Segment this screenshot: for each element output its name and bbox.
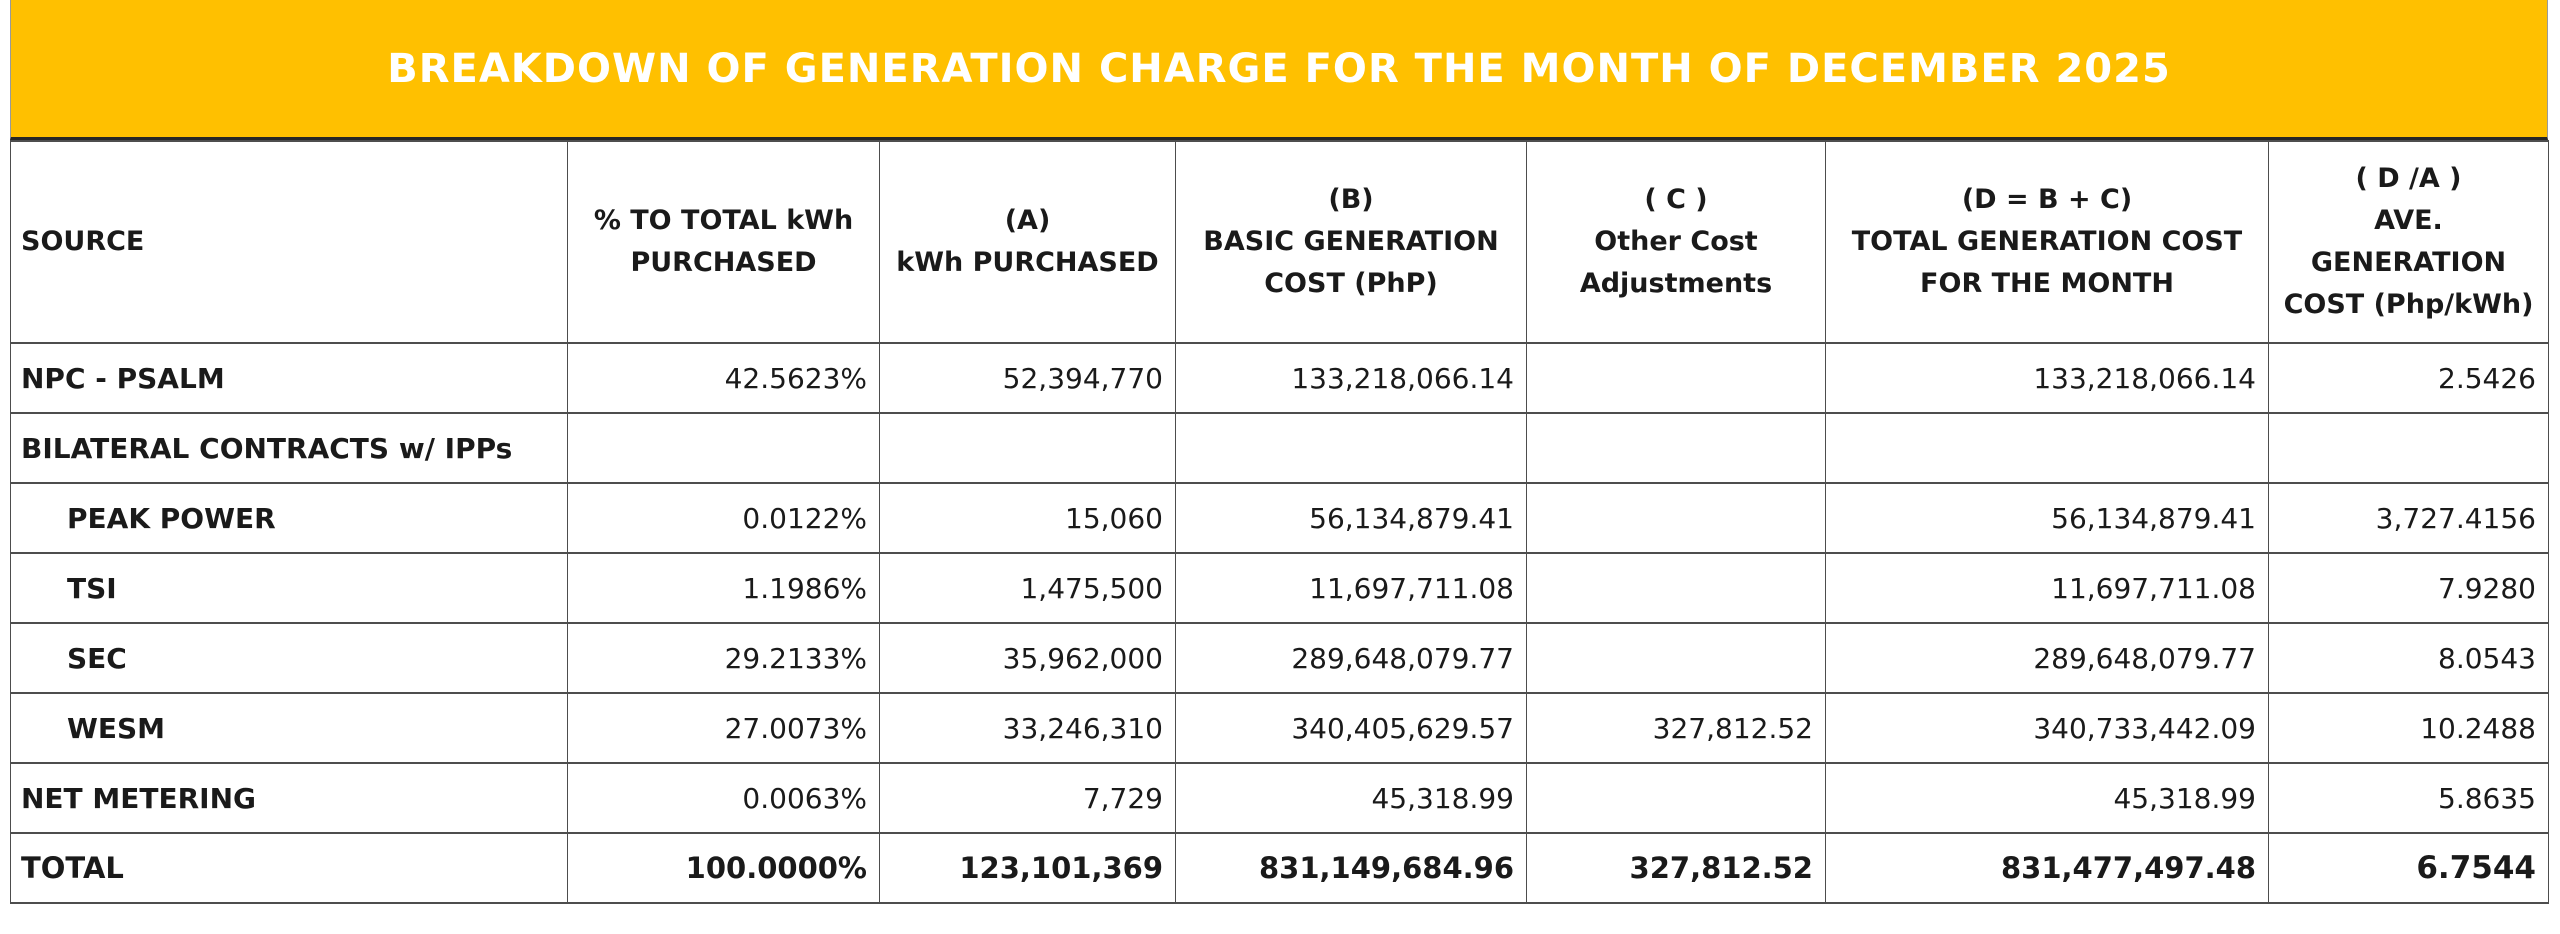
cell-other: 327,812.52 bbox=[1526, 832, 1826, 904]
cell-pct bbox=[567, 412, 880, 484]
col-header-basic-generation-cost: (B) BASIC GENERATION COST (PhP) bbox=[1175, 140, 1527, 344]
cell-basic: 340,405,629.57 bbox=[1175, 692, 1527, 764]
breakdown-table: SOURCE % TO TOTAL kWh PURCHASED (A) kWh … bbox=[10, 140, 2549, 904]
cell-kwh: 123,101,369 bbox=[879, 832, 1176, 904]
cell-total: 45,318.99 bbox=[1825, 762, 2269, 834]
cell-other bbox=[1526, 342, 1826, 414]
table-row-tsi: TSI 1.1986% 1,475,500 11,697,711.08 11,6… bbox=[10, 552, 2549, 624]
cell-ave: 7.9280 bbox=[2268, 552, 2549, 624]
col-header-total-generation-cost: (D = B + C) TOTAL GENERATION COST FOR TH… bbox=[1825, 140, 2269, 344]
col-header-pct-to-total: % TO TOTAL kWh PURCHASED bbox=[567, 140, 880, 344]
cell-total: 11,697,711.08 bbox=[1825, 552, 2269, 624]
cell-kwh bbox=[879, 412, 1176, 484]
col-header-source: SOURCE bbox=[10, 140, 568, 344]
cell-basic: 45,318.99 bbox=[1175, 762, 1527, 834]
table-row-sec: SEC 29.2133% 35,962,000 289,648,079.77 2… bbox=[10, 622, 2549, 694]
table-row-npc-psalm: NPC - PSALM 42.5623% 52,394,770 133,218,… bbox=[10, 342, 2549, 414]
row-label: WESM bbox=[10, 692, 568, 764]
cell-basic: 133,218,066.14 bbox=[1175, 342, 1527, 414]
cell-ave bbox=[2268, 412, 2549, 484]
row-label: PEAK POWER bbox=[10, 482, 568, 554]
report-title-banner: BREAKDOWN OF GENERATION CHARGE FOR THE M… bbox=[10, 0, 2548, 140]
row-label: TSI bbox=[10, 552, 568, 624]
cell-pct: 0.0063% bbox=[567, 762, 880, 834]
cell-pct: 0.0122% bbox=[567, 482, 880, 554]
cell-other bbox=[1526, 482, 1826, 554]
cell-pct: 27.0073% bbox=[567, 692, 880, 764]
cell-other bbox=[1526, 622, 1826, 694]
cell-basic: 289,648,079.77 bbox=[1175, 622, 1527, 694]
cell-kwh: 33,246,310 bbox=[879, 692, 1176, 764]
cell-kwh: 15,060 bbox=[879, 482, 1176, 554]
row-label: NPC - PSALM bbox=[10, 342, 568, 414]
table-row-peak-power: PEAK POWER 0.0122% 15,060 56,134,879.41 … bbox=[10, 482, 2549, 554]
table-row-wesm: WESM 27.0073% 33,246,310 340,405,629.57 … bbox=[10, 692, 2549, 764]
cell-pct: 42.5623% bbox=[567, 342, 880, 414]
cell-basic: 56,134,879.41 bbox=[1175, 482, 1527, 554]
generation-charge-report: BREAKDOWN OF GENERATION CHARGE FOR THE M… bbox=[10, 0, 2549, 904]
cell-other: 327,812.52 bbox=[1526, 692, 1826, 764]
col-header-ave-generation-cost: ( D /A ) AVE. GENERATION COST (Php/kWh) bbox=[2268, 140, 2549, 344]
cell-kwh: 7,729 bbox=[879, 762, 1176, 834]
cell-kwh: 52,394,770 bbox=[879, 342, 1176, 414]
report-title: BREAKDOWN OF GENERATION CHARGE FOR THE M… bbox=[387, 45, 2171, 92]
row-label: TOTAL bbox=[10, 832, 568, 904]
cell-other bbox=[1526, 762, 1826, 834]
cell-total: 340,733,442.09 bbox=[1825, 692, 2269, 764]
cell-ave: 2.5426 bbox=[2268, 342, 2549, 414]
cell-total bbox=[1825, 412, 2269, 484]
col-header-kwh-purchased: (A) kWh PURCHASED bbox=[879, 140, 1176, 344]
cell-total: 56,134,879.41 bbox=[1825, 482, 2269, 554]
cell-ave: 10.2488 bbox=[2268, 692, 2549, 764]
table-row-bilateral-contracts: BILATERAL CONTRACTS w/ IPPs bbox=[10, 412, 2549, 484]
cell-total: 289,648,079.77 bbox=[1825, 622, 2269, 694]
cell-other bbox=[1526, 552, 1826, 624]
cell-ave: 3,727.4156 bbox=[2268, 482, 2549, 554]
cell-pct: 29.2133% bbox=[567, 622, 880, 694]
cell-basic: 831,149,684.96 bbox=[1175, 832, 1527, 904]
table-row-net-metering: NET METERING 0.0063% 7,729 45,318.99 45,… bbox=[10, 762, 2549, 834]
col-header-other-cost-adjustments: ( C ) Other Cost Adjustments bbox=[1526, 140, 1826, 344]
cell-kwh: 35,962,000 bbox=[879, 622, 1176, 694]
cell-total: 133,218,066.14 bbox=[1825, 342, 2269, 414]
cell-other bbox=[1526, 412, 1826, 484]
cell-ave: 6.7544 bbox=[2268, 832, 2549, 904]
cell-pct: 1.1986% bbox=[567, 552, 880, 624]
cell-basic bbox=[1175, 412, 1527, 484]
cell-pct: 100.0000% bbox=[567, 832, 880, 904]
cell-basic: 11,697,711.08 bbox=[1175, 552, 1527, 624]
row-label: SEC bbox=[10, 622, 568, 694]
cell-ave: 8.0543 bbox=[2268, 622, 2549, 694]
cell-total: 831,477,497.48 bbox=[1825, 832, 2269, 904]
row-label: BILATERAL CONTRACTS w/ IPPs bbox=[10, 412, 568, 484]
cell-kwh: 1,475,500 bbox=[879, 552, 1176, 624]
cell-ave: 5.8635 bbox=[2268, 762, 2549, 834]
header-row: SOURCE % TO TOTAL kWh PURCHASED (A) kWh … bbox=[10, 140, 2549, 344]
table-row-total: TOTAL 100.0000% 123,101,369 831,149,684.… bbox=[10, 832, 2549, 904]
row-label: NET METERING bbox=[10, 762, 568, 834]
